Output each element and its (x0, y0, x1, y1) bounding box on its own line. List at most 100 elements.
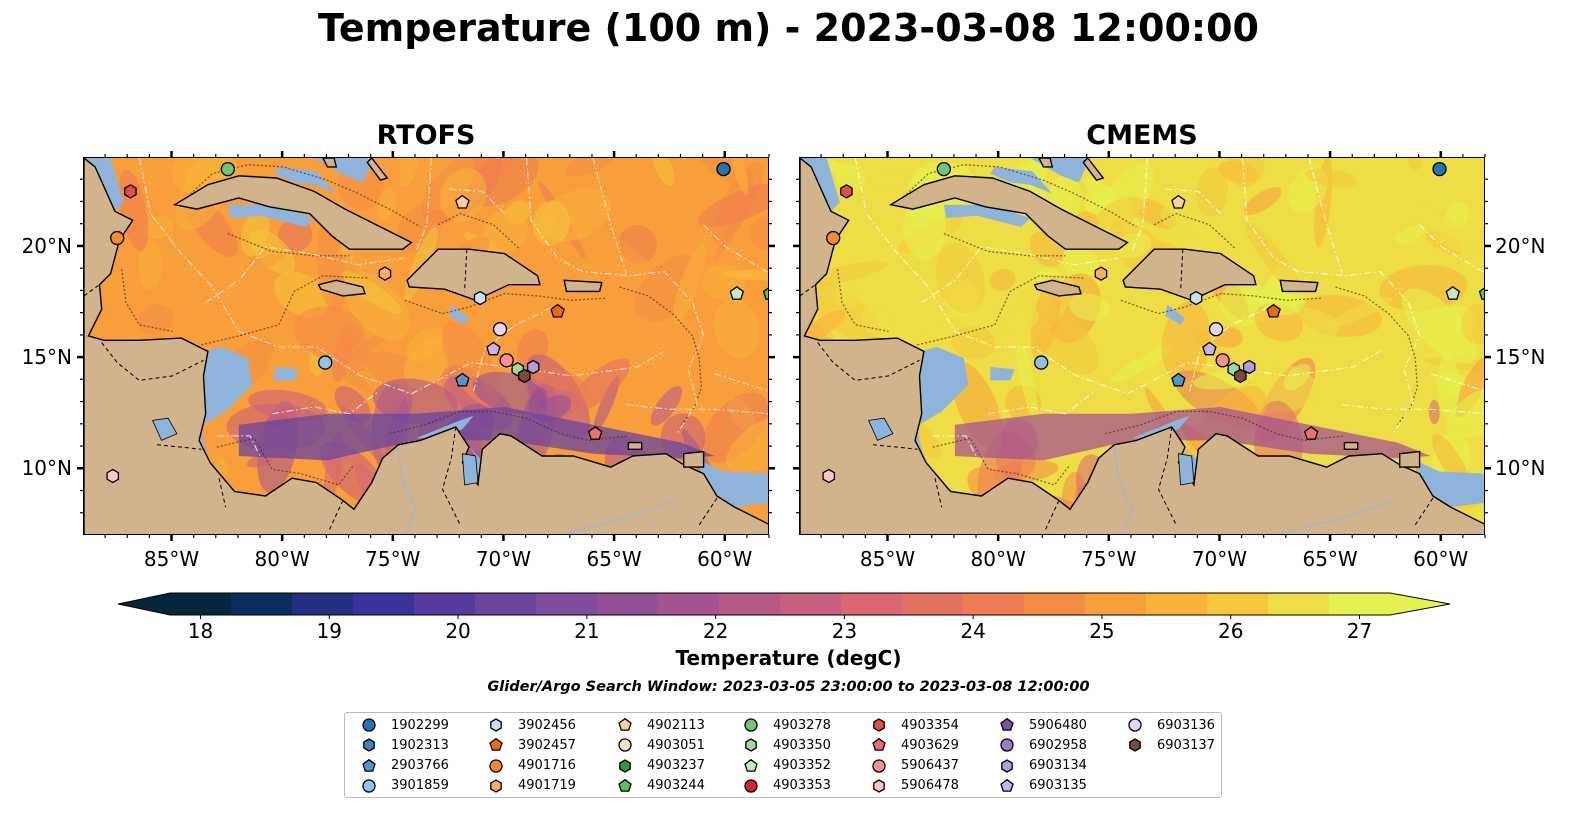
lat-tick-label: 15°N (21, 345, 72, 370)
legend-item-6903135: 6903135 (997, 776, 1087, 796)
legend-item-5906480: 5906480 (997, 715, 1087, 735)
colorbar-segment (1268, 593, 1330, 615)
lon-tick-label: 80°W (970, 547, 1026, 571)
colorbar-segment (902, 593, 964, 615)
hexagon-marker-icon (873, 718, 885, 732)
lon-tick-label: 60°W (1413, 547, 1469, 571)
land (800, 158, 1484, 534)
colorbar-label: Temperature (degC) (675, 646, 902, 670)
float-markers (822, 161, 1484, 484)
colorbar-segment (1085, 593, 1147, 615)
colorbar-segment (1146, 593, 1208, 615)
colorbar-segment (597, 593, 659, 615)
legend-label: 6903135 (1029, 778, 1087, 794)
float-marker-4903278 (220, 161, 235, 177)
lat-tick-label: 10°N (1495, 456, 1546, 481)
legend-label: 4901719 (518, 778, 576, 794)
colorbar-tick-label: 26 (1217, 619, 1244, 643)
lon-tick-label: 70°W (475, 547, 532, 571)
legend-marker-6903137 (1129, 738, 1141, 753)
colorbar-segment (292, 593, 354, 615)
float-marker-6903135 (1202, 341, 1217, 356)
legend-item-4903353: 4903353 (741, 776, 831, 796)
float-marker-5906437 (1215, 353, 1230, 368)
legend-marker-3902456 (490, 718, 502, 732)
colorbar-segment (841, 593, 903, 615)
legend-marker-4903629 (872, 738, 886, 752)
legend-label: 4903354 (901, 717, 959, 733)
colorbar-segment (1207, 593, 1269, 615)
float-marker-3901859 (1034, 355, 1049, 370)
country-borders (800, 249, 1434, 530)
legend-item-4901716: 4901716 (486, 756, 576, 776)
legend-label: 3901859 (391, 778, 449, 794)
legend-marker-4903278 (744, 718, 758, 732)
legend-label: 4901716 (518, 758, 576, 774)
pentagon-marker-icon (872, 738, 886, 752)
colorbar-tick-label: 27 (1346, 619, 1373, 643)
rtofs-map (83, 157, 769, 535)
legend-marker-4903352 (744, 758, 758, 772)
legend-marker-5906480 (1000, 717, 1014, 731)
legend-marker-6903135 (1000, 778, 1014, 792)
hexagon-marker-icon (363, 738, 375, 753)
float-marker-4903278 (936, 161, 951, 177)
legend-label: 5906478 (901, 778, 959, 794)
lon-tick-label: 85°W (143, 547, 200, 571)
float-marker-4903629 (1303, 426, 1319, 440)
colorbar-segment (719, 593, 781, 615)
circle-marker-icon (618, 738, 632, 752)
figure-title: Temperature (100 m) - 2023-03-08 12:00:0… (317, 6, 1259, 50)
circle-marker-icon (362, 718, 376, 732)
pentagon-marker-icon (489, 738, 503, 752)
colorbar-segment (1024, 593, 1086, 615)
legend-label: 4903353 (773, 778, 831, 794)
legend-label: 6902958 (1029, 737, 1087, 753)
legend-label: 4902113 (647, 717, 705, 733)
colorbar-outline (117, 592, 1451, 616)
lon-tick-label: 80°W (254, 547, 310, 571)
colorbar-tick-label: 24 (960, 619, 986, 643)
legend-label: 6903137 (1157, 737, 1215, 753)
legend-item-5906437: 5906437 (869, 756, 959, 776)
pentagon-marker-icon (362, 758, 376, 772)
colorbar-extend-high (1389, 593, 1450, 615)
legend-label: 1902313 (391, 737, 449, 753)
float-marker-3902457 (1266, 303, 1281, 318)
legend-item-1902299: 1902299 (359, 715, 449, 735)
legend-item-4902113: 4902113 (615, 715, 705, 735)
legend-item-6903136: 6903136 (1125, 715, 1215, 735)
legend-marker-4901719 (490, 779, 502, 793)
colorbar-segment (475, 593, 537, 615)
float-marker-6903136 (1208, 322, 1224, 337)
lat-tick-label: 20°N (21, 233, 72, 258)
float-marker-4902113 (455, 194, 470, 209)
float-marker-2903766 (1171, 372, 1186, 387)
lon-tick-label: 70°W (1191, 547, 1248, 571)
hexagon-marker-icon (873, 779, 885, 793)
legend-item-4901719: 4901719 (486, 776, 576, 796)
pentagon-marker-icon (1000, 778, 1014, 792)
legend-label: 3902456 (518, 717, 576, 733)
legend-item-6902958: 6902958 (997, 735, 1087, 755)
colorbar-tick-label: 25 (1089, 619, 1115, 643)
legend-label: 6903136 (1157, 717, 1215, 733)
float-marker-4903244 (762, 287, 768, 300)
legend-label: 6903134 (1029, 758, 1087, 774)
float-marker-3902456 (473, 290, 487, 306)
legend-label: 5906437 (901, 758, 959, 774)
circle-marker-icon (489, 758, 503, 773)
hexagon-marker-icon (745, 738, 757, 753)
legend-marker-3902457 (489, 738, 503, 752)
legend-marker-4902113 (618, 717, 632, 731)
colorbar-segment (536, 593, 598, 615)
circle-marker-icon (744, 779, 758, 793)
float-marker-5906478 (822, 468, 836, 484)
isobaths (121, 164, 703, 486)
float-marker-4903354 (124, 184, 137, 199)
lon-tick-label: 65°W (1302, 547, 1358, 571)
legend-marker-4901716 (489, 758, 503, 773)
lon-tick-label: 60°W (697, 547, 753, 571)
legend-marker-6903136 (1128, 718, 1142, 732)
pentagon-marker-icon (744, 758, 758, 772)
